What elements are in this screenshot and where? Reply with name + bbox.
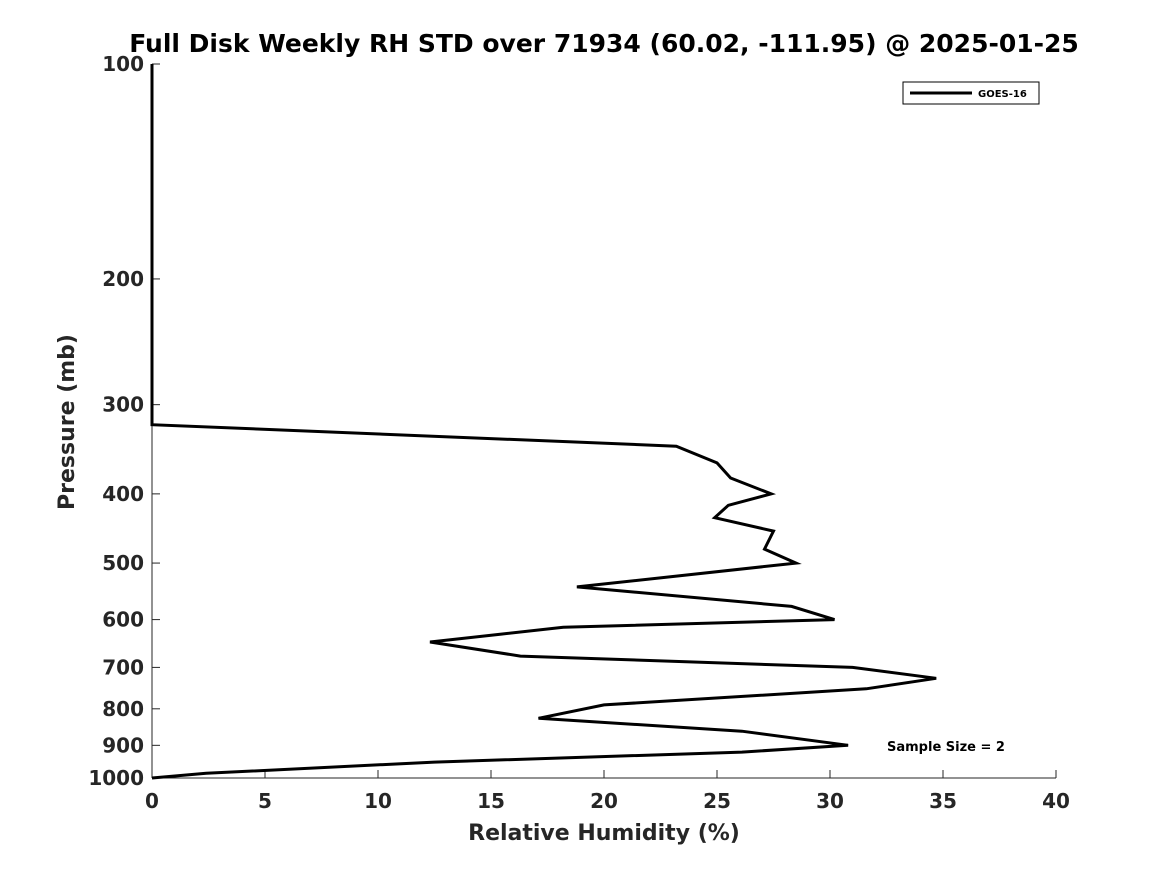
x-axis-ticks: 0 5 10 15 20 25 30 35 40 (145, 770, 1070, 813)
y-tick-label: 700 (102, 655, 144, 679)
axes (151, 64, 1056, 779)
x-tick-label: 20 (590, 789, 618, 813)
x-tick-label: 40 (1042, 789, 1070, 813)
y-axis-ticks: 100 200 300 400 500 600 700 800 900 1000 (88, 52, 160, 790)
legend: GOES-16 (902, 81, 1040, 105)
x-tick-label: 0 (145, 789, 159, 813)
x-tick-label: 35 (929, 789, 957, 813)
x-axis-label: Relative Humidity (%) (468, 821, 740, 846)
y-tick-label: 600 (102, 608, 144, 632)
y-tick-label: 100 (102, 52, 144, 76)
y-tick-label: 800 (102, 697, 144, 721)
y-tick-label: 300 (102, 393, 144, 417)
x-tick-label: 25 (703, 789, 731, 813)
legend-label-goes-16: GOES-16 (978, 89, 1027, 100)
x-tick-label: 10 (364, 789, 392, 813)
y-tick-label: 400 (102, 482, 144, 506)
chart-title: Full Disk Weekly RH STD over 71934 (60.0… (129, 29, 1079, 58)
y-tick-label: 1000 (88, 766, 144, 790)
series-line-goes-16 (150, 64, 937, 780)
y-tick-label: 900 (102, 733, 144, 757)
x-tick-label: 5 (258, 789, 272, 813)
plot-area (150, 64, 937, 780)
y-tick-label: 200 (102, 267, 144, 291)
y-axis-label: Pressure (mb) (55, 334, 80, 510)
x-tick-label: 15 (477, 789, 505, 813)
y-tick-label: 500 (102, 551, 144, 575)
x-tick-label: 30 (816, 789, 844, 813)
sample-size-annotation: Sample Size = 2 (887, 740, 1005, 755)
